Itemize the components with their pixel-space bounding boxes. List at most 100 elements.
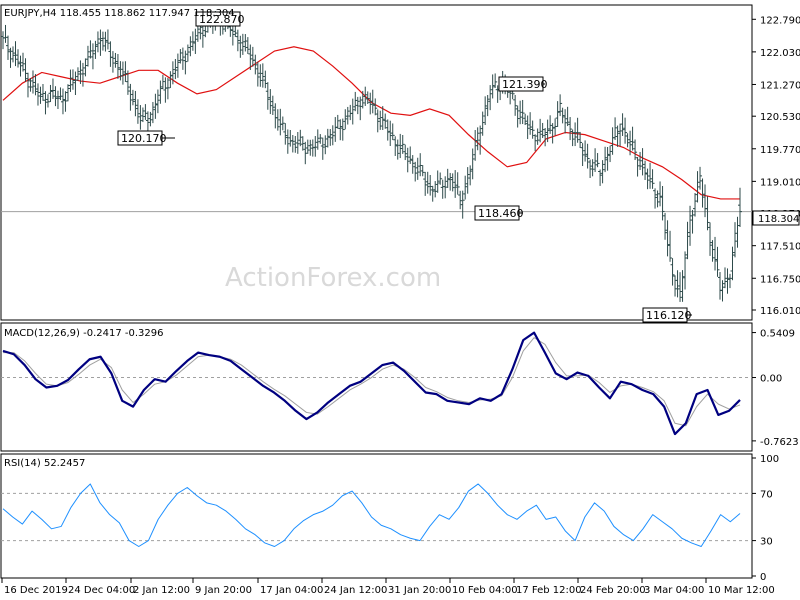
price-bar [630,126,635,151]
price-bar [605,147,610,171]
price-bar [265,82,270,110]
price-bar [408,146,413,164]
price-bar [695,171,700,203]
price-bar [680,270,685,302]
price-bar [733,222,738,258]
price-annotation-label: 116.120 [646,309,692,322]
price-bar [65,84,70,102]
price-bar [358,96,363,121]
price-y-tick-label: 120.530 [760,112,800,123]
price-bar [378,110,383,130]
price-bar [165,77,170,100]
rsi-y-tick-label: 0 [760,572,766,583]
price-bar [555,101,560,127]
price-bar [413,161,418,182]
price-y-tick-label: 117.510 [760,242,800,253]
price-bar [453,170,458,198]
price-bar [460,190,465,219]
macd-lines [2,331,741,436]
price-bar [38,86,43,104]
price-bar [568,117,573,141]
price-bar [738,187,742,227]
price-bar [295,132,300,154]
macd-y-tick-label: -0.7623 [760,437,799,448]
price-bar [285,129,290,154]
price-annotation-label: 120.170 [121,132,167,145]
price-bar [58,87,63,101]
price-bar [430,185,435,202]
price-bar [365,91,370,105]
price-bar [173,58,178,80]
price-bar [303,141,308,165]
price-bar [725,268,730,294]
price-bar [48,84,53,103]
price-bar [485,95,490,117]
price-bar [95,31,100,53]
price-bar [60,88,65,115]
price-bar [78,60,83,84]
price-bar [110,51,115,73]
price-bar [128,83,133,111]
price-bar [580,143,585,167]
price-bar [585,143,590,169]
price-bar [43,91,48,115]
price-bar [395,139,400,160]
price-bar [528,112,533,135]
price-bar [10,46,15,63]
price-bar [25,72,30,98]
price-bar [320,137,325,160]
price-bar [168,71,173,89]
price-bar [175,53,180,78]
price-bar [155,89,160,114]
price-bar [185,44,190,62]
price-bar [658,181,663,207]
price-bar [463,175,468,200]
price-bar [608,145,613,163]
price-bar [710,240,715,262]
price-bar [600,160,605,184]
price-bar [653,188,658,209]
price-bar [570,129,575,147]
price-bar [363,86,368,106]
price-y-tick-label: 119.770 [760,145,800,156]
rsi-y-tick-label: 30 [760,537,773,548]
macd-panel: MACD(12,26,9) -0.2417 -0.3296 0.5409 0.00… [0,322,799,452]
price-bar [520,99,525,125]
price-bar [100,31,105,51]
price-bar [705,196,710,231]
price-bar [380,106,385,130]
price-bar [715,246,720,277]
price-bar [575,117,580,143]
price-bar [283,123,288,145]
price-title: EURJPY,H4 118.455 118.862 117.947 118.30… [4,8,235,19]
price-y-tick-label: 121.270 [760,80,800,91]
price-bar [638,151,643,170]
macd-title: MACD(12,26,9) -0.2417 -0.3296 [4,328,164,339]
price-bar [325,128,330,148]
price-annotation-label: 122.870 [199,13,245,26]
price-bar [30,70,35,94]
price-bar [3,24,8,43]
price-bar [673,275,678,297]
price-bar [603,146,608,173]
price-bar [270,95,275,115]
price-bar [403,144,408,161]
price-bar [315,129,320,150]
price-bar [665,220,670,257]
price-bar [345,106,350,125]
price-bar [713,236,718,271]
price-bar [50,78,55,99]
price-bar [15,49,20,68]
x-tick-label: 2 Jan 12:00 [133,585,190,596]
price-bar [553,118,558,136]
price-bar [98,29,103,56]
price-y-tick-label: 122.030 [760,48,800,59]
price-bar [113,52,118,68]
price-bar [660,186,665,221]
price-bar [590,159,595,177]
price-bar [675,270,680,298]
price-bar [235,29,240,52]
price-bar [483,96,488,125]
price-bar [125,70,130,95]
x-tick-label: 10 Feb 04:00 [452,585,518,596]
